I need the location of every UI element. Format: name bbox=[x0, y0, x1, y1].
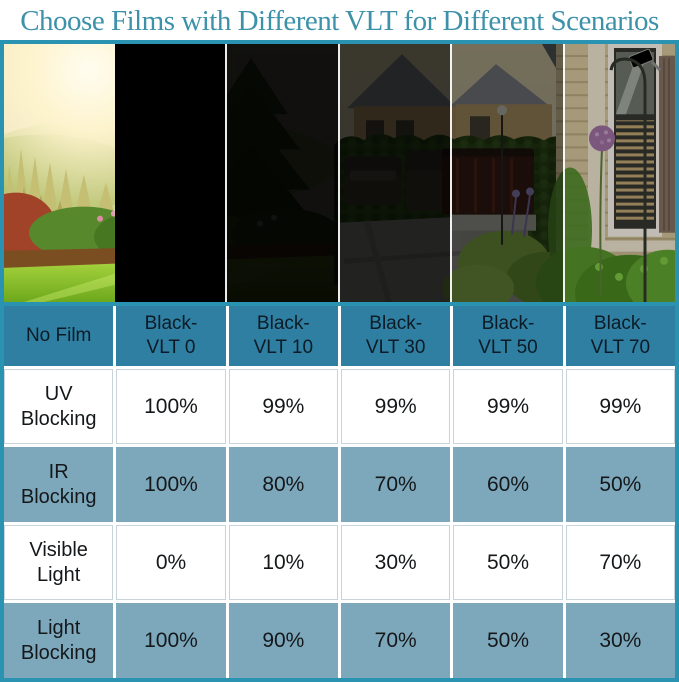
value-light-blocking-col1: 100% bbox=[116, 603, 226, 678]
value-ir-blocking-col4: 60% bbox=[453, 447, 563, 522]
value-light-blocking-col3: 70% bbox=[341, 603, 451, 678]
film-strip-vlt-30 bbox=[337, 44, 450, 302]
page-title: Choose Films with Different VLT for Diff… bbox=[20, 5, 659, 37]
value-uv-blocking-col1: 100% bbox=[116, 369, 226, 444]
film-strip-vlt-0 bbox=[114, 44, 225, 302]
value-light-blocking-col4: 50% bbox=[453, 603, 563, 678]
value-ir-blocking-col1: 100% bbox=[116, 447, 226, 522]
value-uv-blocking-col4: 99% bbox=[453, 369, 563, 444]
value-light-blocking-col2: 90% bbox=[228, 603, 338, 678]
photo-strips bbox=[4, 44, 675, 302]
value-uv-blocking-col5: 99% bbox=[565, 369, 675, 444]
value-ir-blocking-col3: 70% bbox=[341, 447, 451, 522]
comparison-table: No Film Black- VLT 0 Black- VLT 10 Black- VLT … bbox=[4, 302, 675, 678]
backyard-photo bbox=[4, 44, 675, 302]
row-label-visible-light: Visible Light bbox=[4, 525, 114, 600]
value-uv-blocking-col3: 99% bbox=[341, 369, 451, 444]
column-header-no-film: No Film bbox=[4, 306, 114, 366]
column-header-vlt-50: Black- VLT 50 bbox=[453, 306, 563, 366]
value-ir-blocking-col5: 50% bbox=[565, 447, 675, 522]
row-label-light-blocking: Light Blocking bbox=[4, 603, 114, 678]
value-visible-light-col5: 70% bbox=[565, 525, 675, 600]
column-header-vlt-0: Black- VLT 0 bbox=[116, 306, 226, 366]
row-label-uv-blocking: UV Blocking bbox=[4, 369, 114, 444]
value-visible-light-col3: 30% bbox=[341, 525, 451, 600]
column-header-vlt-10: Black- VLT 10 bbox=[228, 306, 338, 366]
column-header-vlt-70: Black- VLT 70 bbox=[565, 306, 675, 366]
value-ir-blocking-col2: 80% bbox=[228, 447, 338, 522]
film-strip-vlt-10 bbox=[225, 44, 338, 302]
value-visible-light-col1: 0% bbox=[116, 525, 226, 600]
film-strip-vlt-70 bbox=[562, 44, 675, 302]
infographic-frame: No Film Black- VLT 0 Black- VLT 10 Black- VLT … bbox=[0, 40, 679, 682]
value-uv-blocking-col2: 99% bbox=[228, 369, 338, 444]
film-strip-vlt-50 bbox=[450, 44, 563, 302]
column-header-vlt-30: Black- VLT 30 bbox=[341, 306, 451, 366]
value-visible-light-col4: 50% bbox=[453, 525, 563, 600]
value-visible-light-col2: 10% bbox=[228, 525, 338, 600]
film-strip-no-film bbox=[4, 44, 115, 302]
value-light-blocking-col5: 30% bbox=[565, 603, 675, 678]
row-label-ir-blocking: IR Blocking bbox=[4, 447, 114, 522]
